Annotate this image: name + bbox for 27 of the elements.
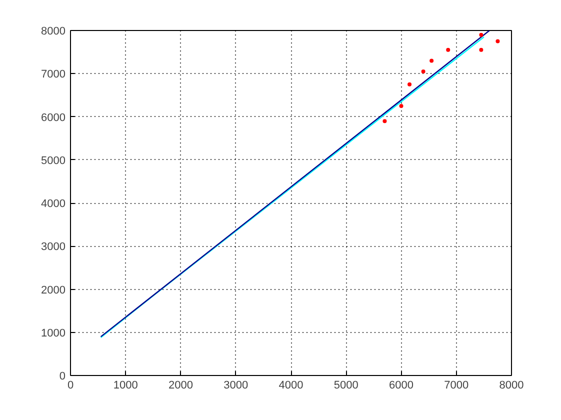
x-tick-label: 7000 bbox=[444, 380, 469, 392]
y-tick-label: 7000 bbox=[41, 68, 66, 81]
x-tick-label: 2000 bbox=[168, 380, 193, 392]
point bbox=[430, 58, 434, 63]
y-tick-label: 4000 bbox=[41, 198, 66, 210]
y-tick-label: 5000 bbox=[41, 154, 66, 167]
y-tick-label: 3000 bbox=[41, 241, 66, 254]
point bbox=[479, 48, 484, 52]
y-tick-label: 6000 bbox=[41, 112, 66, 124]
y-tick-label: 8000 bbox=[41, 26, 66, 38]
y-tick-label: 2000 bbox=[41, 284, 66, 296]
y-tick-label: 0 bbox=[59, 370, 66, 382]
x-tick-label: 6000 bbox=[389, 380, 414, 392]
y-tick-label: 1000 bbox=[41, 327, 66, 340]
point bbox=[382, 119, 387, 124]
point bbox=[408, 82, 412, 86]
point bbox=[399, 104, 404, 108]
x-tick-label: 0 bbox=[67, 380, 74, 392]
point bbox=[421, 69, 426, 74]
x-tick-label: 8000 bbox=[499, 380, 524, 392]
point bbox=[446, 48, 450, 52]
x-tick-label: 5000 bbox=[334, 380, 358, 392]
x-tick-label: 4000 bbox=[278, 380, 304, 392]
point bbox=[496, 39, 500, 44]
point bbox=[479, 32, 484, 37]
x-tick-label: 1000 bbox=[113, 380, 138, 392]
x-tick-label: 3000 bbox=[224, 380, 248, 392]
